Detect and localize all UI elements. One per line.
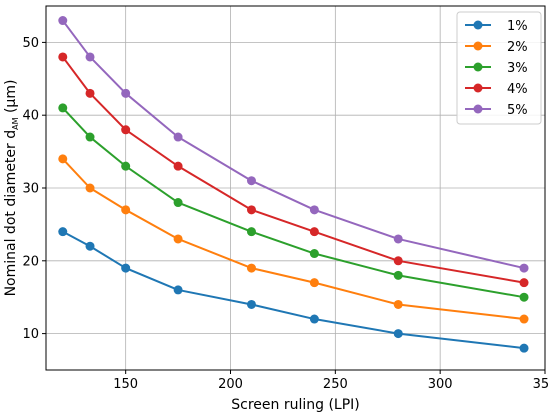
legend-item: 3% <box>465 61 528 76</box>
series-line <box>62 107 525 299</box>
data-point <box>393 270 403 280</box>
axis-ticks: 150 200 250 300 350 10 20 30 40 50 <box>22 36 550 392</box>
data-point <box>121 263 131 273</box>
data-point <box>393 299 403 309</box>
data-point <box>173 161 183 171</box>
legend-marker <box>473 41 483 51</box>
y-tick-label: 50 <box>22 36 39 51</box>
y-axis-label-subscript: AM <box>11 117 20 129</box>
y-axis-label: Nominal dot diameter dAM (μm) <box>3 80 20 297</box>
data-point <box>393 329 403 339</box>
series-lines <box>58 16 529 353</box>
legend-label: 3% <box>507 61 528 76</box>
series-2 <box>58 154 529 324</box>
y-tick-label: 10 <box>22 327 39 342</box>
series-1 <box>58 227 529 353</box>
data-point <box>173 132 183 142</box>
data-point <box>121 125 131 135</box>
data-point <box>519 292 529 302</box>
legend: 1% 2% 3% 4% 5% <box>456 11 542 125</box>
legend-label: 5% <box>507 103 528 118</box>
legend-marker <box>473 62 483 72</box>
data-point <box>85 183 95 193</box>
legend-item: 5% <box>465 103 528 118</box>
y-tick-label: 40 <box>22 109 39 124</box>
data-point <box>85 241 95 251</box>
data-point <box>393 256 403 266</box>
data-point <box>121 161 131 171</box>
legend-item: 4% <box>465 82 528 97</box>
legend-label: 1% <box>507 19 528 34</box>
data-point <box>246 205 256 215</box>
data-point <box>393 234 403 244</box>
data-point <box>519 263 529 273</box>
legend-label: 4% <box>507 82 528 97</box>
data-point <box>519 314 529 324</box>
data-point <box>58 103 68 113</box>
series-line <box>62 230 525 350</box>
legend-marker <box>473 20 483 30</box>
data-point <box>58 52 68 62</box>
data-point <box>309 227 319 237</box>
legend-box <box>456 11 542 125</box>
data-point <box>309 278 319 288</box>
data-point <box>85 88 95 98</box>
data-point <box>173 285 183 295</box>
y-tick-label: 20 <box>22 254 39 269</box>
data-point <box>246 299 256 309</box>
series-line <box>61 56 525 284</box>
y-axis-label-unit: (μm) <box>3 80 19 118</box>
x-tick-label: 300 <box>428 377 453 392</box>
data-point <box>58 154 68 164</box>
data-point <box>58 227 68 237</box>
series-3 <box>58 103 529 302</box>
legend-item: 1% <box>465 19 528 34</box>
legend-label: 2% <box>507 40 528 55</box>
data-point <box>85 132 95 142</box>
x-tick-label: 250 <box>323 377 348 392</box>
y-axis-label-main: Nominal dot diameter d <box>3 130 19 297</box>
legend-item: 2% <box>465 40 528 55</box>
data-point <box>519 343 529 353</box>
legend-marker <box>473 83 483 93</box>
x-tick-label: 350 <box>533 377 550 392</box>
series-5 <box>58 16 529 273</box>
data-point <box>173 198 183 208</box>
x-axis-label: Screen ruling (LPI) <box>231 397 360 413</box>
data-point <box>309 249 319 259</box>
data-point <box>246 263 256 273</box>
data-point <box>58 16 68 26</box>
series-4 <box>58 52 529 288</box>
data-point <box>121 205 131 215</box>
x-tick-label: 200 <box>218 377 243 392</box>
series-line <box>61 19 525 270</box>
data-point <box>309 314 319 324</box>
data-point <box>309 205 319 215</box>
data-point <box>519 278 529 288</box>
data-point <box>173 234 183 244</box>
data-point <box>85 52 95 62</box>
y-tick-label: 30 <box>22 182 39 197</box>
legend-marker <box>473 104 483 114</box>
x-tick-label: 150 <box>113 377 138 392</box>
data-point <box>121 88 131 98</box>
data-point <box>246 176 256 186</box>
series-line <box>62 158 525 321</box>
data-point <box>246 227 256 237</box>
